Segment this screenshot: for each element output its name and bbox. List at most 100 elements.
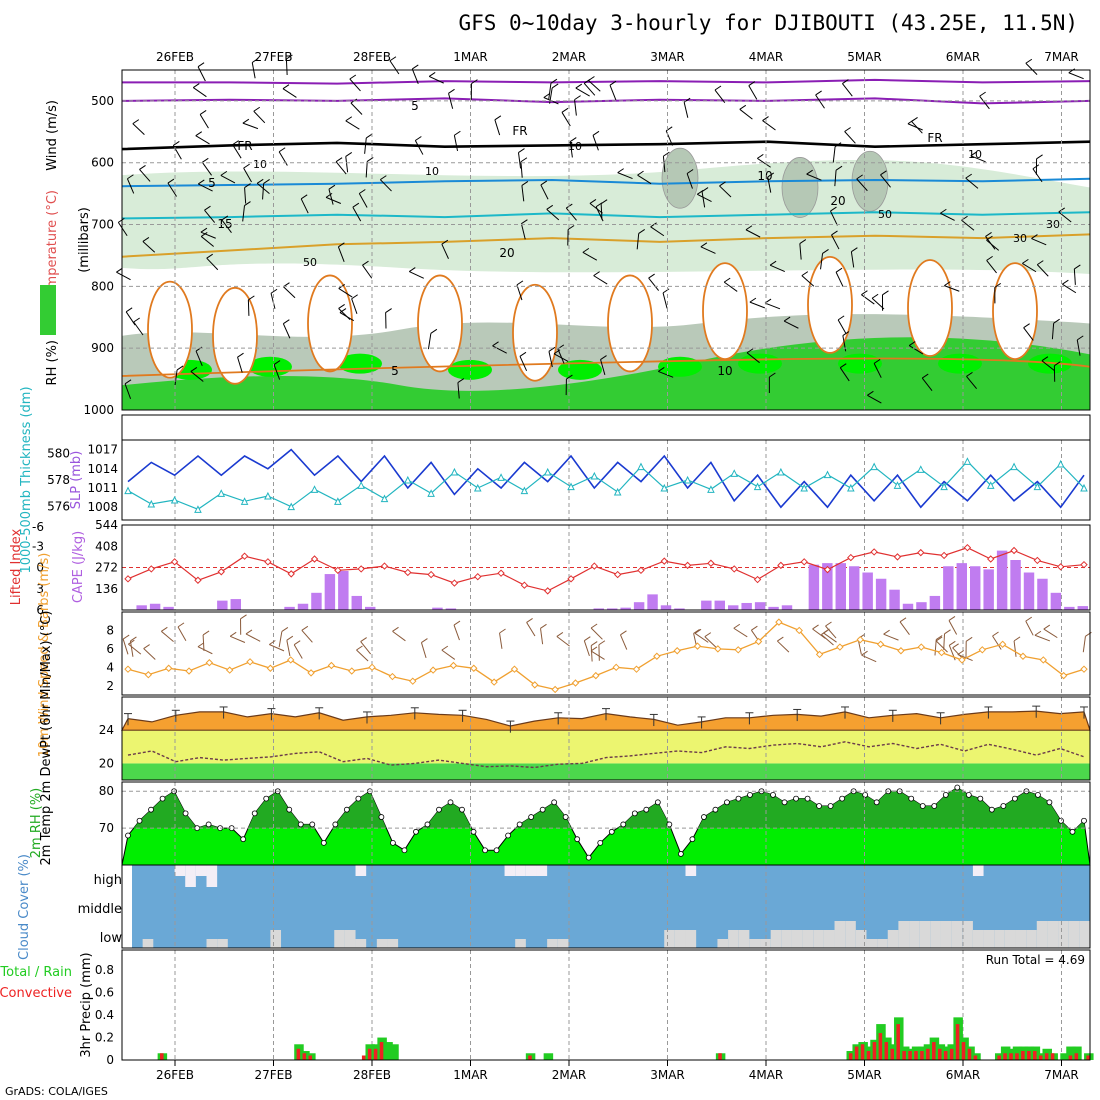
cloud-low-bar [802, 930, 814, 948]
rh-contour-label: 10 [253, 158, 267, 171]
wind-barb [300, 198, 309, 214]
precip-convective-bar [1050, 1053, 1055, 1060]
cape-bar [217, 600, 228, 610]
lifted-point [777, 561, 785, 570]
wind-barb [966, 376, 978, 390]
cloud-low-bar [972, 930, 984, 948]
wind-barb [911, 121, 923, 134]
wind-speed-point [876, 640, 885, 648]
wind-barb [590, 645, 593, 662]
isotherm-label: 5 [208, 176, 216, 190]
wind-barb [499, 632, 503, 649]
wind-speed-point [409, 677, 417, 685]
wind-barb [365, 161, 368, 178]
cloud-low-bar [760, 939, 771, 948]
pressure-tick: 700 [91, 218, 114, 232]
precip-convective-bar [884, 1042, 889, 1060]
wind-barb-feather [540, 180, 548, 186]
isotherm-20-cell [702, 262, 748, 360]
thickness-point [613, 487, 622, 496]
wind-barb-feather [263, 179, 270, 184]
rh2m-point [182, 810, 189, 817]
precip-label: 3hr Precip (mm) [79, 952, 94, 1057]
cape-bar [849, 566, 860, 610]
wind-barb-feather [345, 151, 353, 157]
cape-bar [943, 566, 954, 610]
rh2m-point [827, 803, 834, 809]
precip-total-bar [1060, 1053, 1070, 1060]
wind-barb-feather [548, 346, 556, 352]
wind-barb-feather [335, 157, 343, 163]
cape-bar [862, 572, 873, 610]
precip-convective-bar [373, 1048, 378, 1060]
wind-barb [592, 135, 599, 151]
wind-barb [232, 144, 242, 159]
lifted-line [127, 547, 1085, 592]
wind-barb-feather [883, 629, 890, 635]
wind-barb [1031, 238, 1047, 246]
cape-bar [741, 602, 752, 610]
wind-barb-feather [617, 168, 624, 174]
wind-barb [282, 323, 291, 339]
precip-convective-bar [308, 1055, 313, 1060]
wind-barb-feather [454, 130, 461, 136]
cape-bar [660, 605, 672, 610]
date-label-top: 6MAR [946, 50, 981, 64]
wind-barb [441, 649, 456, 660]
isotherm-line [121, 140, 1091, 151]
wind-barb-feather [851, 247, 858, 253]
date-label-top: 5MAR [847, 50, 882, 64]
cape-bar [311, 592, 322, 610]
rh2m-point [793, 795, 799, 802]
wind-barb [650, 226, 665, 237]
lifted-point [217, 568, 225, 576]
lifted-point [334, 566, 342, 575]
cape-bar [996, 550, 1008, 610]
lifted-tick-top: -6 [32, 520, 44, 534]
rh2m-point [505, 832, 511, 839]
wind-barb-feather [471, 79, 478, 85]
wind-barb-feather [430, 328, 438, 334]
wind-barb-feather [693, 629, 700, 634]
rh2m-tick: 70 [99, 821, 114, 835]
precip-convective-bar [908, 1051, 912, 1060]
rh2m-point [1035, 792, 1041, 798]
wind-barb-feather [124, 379, 132, 385]
cape-tick: 544 [95, 518, 118, 532]
wind-barb-feather [575, 83, 583, 89]
wind-barb [448, 93, 454, 109]
rh2m-point [620, 821, 627, 828]
lifted-point [637, 566, 645, 575]
wind-barb [273, 364, 281, 380]
thickness-point [310, 485, 319, 493]
wind-barb-feather [116, 267, 123, 273]
slp-tick: 1017 [87, 443, 118, 457]
precip-convective-bar [860, 1044, 865, 1060]
wind-barb-feather [1085, 631, 1092, 637]
wind-barb-feather [540, 623, 547, 629]
wind-barb-feather [195, 131, 203, 137]
rh-contour-label: 50 [878, 208, 892, 221]
isotherm-20-cell [607, 274, 653, 373]
lifted-point [917, 548, 925, 557]
wind-barb [683, 102, 689, 118]
temp-band-green [122, 763, 1090, 780]
slp-thickness-panel: 1008 1011 1014 1017 576 578 580 1000-500mb Thic… [19, 386, 1088, 574]
cloud-low-bar [983, 930, 995, 948]
cape-ylabel: CAPE (J/kg) [71, 531, 86, 603]
rh-contour-label: 10 [425, 165, 439, 178]
wind-barb-feather [1037, 260, 1044, 266]
wind-barb-feather [992, 631, 999, 637]
precip-convective-bar [973, 1055, 978, 1060]
wind-barb-feather [232, 140, 239, 146]
wind-barb-feather [965, 636, 973, 642]
wind-barb-feather [122, 634, 130, 640]
precip-tick: 0.6 [95, 986, 114, 1000]
wind-barb-feather [204, 205, 211, 211]
rh-contour-label: 10 [968, 148, 982, 161]
wind-barb-feather [412, 64, 419, 70]
wind-barb-feather [965, 173, 972, 179]
rh2m-point [390, 839, 396, 846]
wind-barb [1073, 268, 1076, 285]
